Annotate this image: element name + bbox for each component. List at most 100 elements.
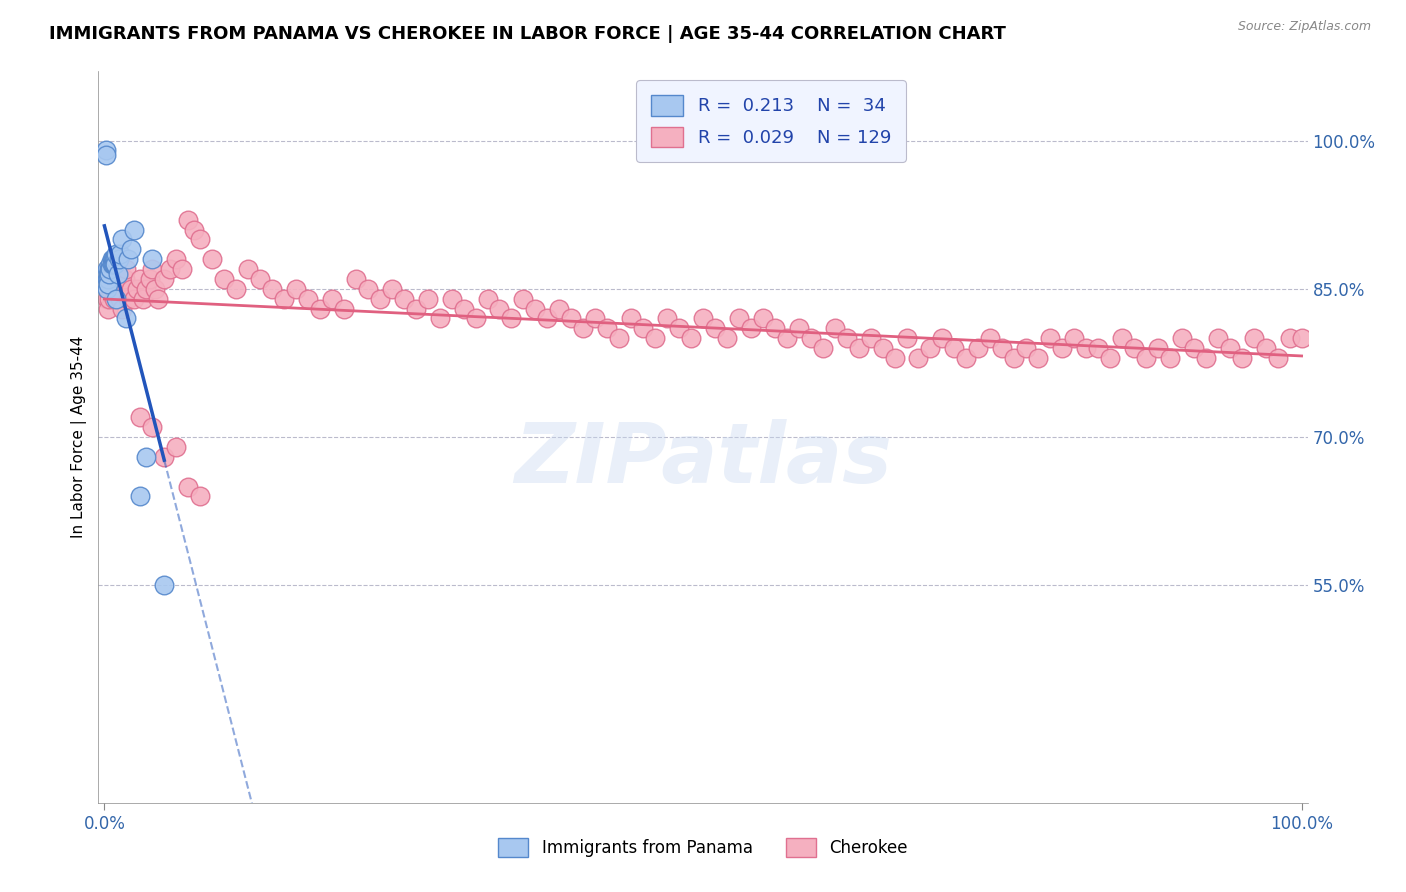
Point <box>139 272 162 286</box>
Point <box>1182 341 1205 355</box>
Point <box>848 341 870 355</box>
Point <box>1206 331 1229 345</box>
Point <box>165 252 187 267</box>
Point <box>692 311 714 326</box>
Point <box>560 311 582 326</box>
Point <box>105 292 128 306</box>
Point <box>148 292 170 306</box>
Point <box>135 450 157 464</box>
Point <box>120 282 142 296</box>
Point <box>124 222 146 236</box>
Point <box>1159 351 1181 365</box>
Point <box>103 292 125 306</box>
Point <box>141 262 163 277</box>
Point <box>1195 351 1218 365</box>
Point <box>477 292 499 306</box>
Point <box>1278 331 1301 345</box>
Point <box>979 331 1001 345</box>
Point <box>101 282 124 296</box>
Point <box>1230 351 1253 365</box>
Point <box>1039 331 1062 345</box>
Point <box>800 331 823 345</box>
Point <box>931 331 953 345</box>
Point <box>129 489 152 503</box>
Point <box>100 262 122 277</box>
Point <box>1074 341 1097 355</box>
Point <box>583 311 606 326</box>
Point <box>225 282 247 296</box>
Point <box>811 341 834 355</box>
Point <box>297 292 319 306</box>
Point <box>1002 351 1025 365</box>
Point <box>153 272 176 286</box>
Point <box>165 440 187 454</box>
Point <box>896 331 918 345</box>
Point <box>101 257 124 271</box>
Point <box>129 410 152 425</box>
Point <box>104 252 127 267</box>
Point <box>607 331 630 345</box>
Point <box>96 272 118 286</box>
Point <box>679 331 702 345</box>
Point <box>572 321 595 335</box>
Point <box>94 144 117 158</box>
Text: Source: ZipAtlas.com: Source: ZipAtlas.com <box>1237 20 1371 33</box>
Point <box>97 301 120 316</box>
Point <box>188 489 211 503</box>
Point <box>183 222 205 236</box>
Point <box>357 282 380 296</box>
Point <box>524 301 547 316</box>
Point <box>1219 341 1241 355</box>
Point <box>132 292 155 306</box>
Point <box>596 321 619 335</box>
Point <box>188 232 211 246</box>
Point <box>236 262 259 277</box>
Point <box>368 292 391 306</box>
Point <box>103 257 125 271</box>
Point <box>100 257 122 271</box>
Point <box>105 247 128 261</box>
Point <box>100 252 122 267</box>
Point <box>108 292 131 306</box>
Point <box>115 262 138 277</box>
Point <box>107 282 129 296</box>
Point <box>98 262 121 277</box>
Point <box>107 252 129 267</box>
Point <box>96 282 118 296</box>
Point <box>115 311 138 326</box>
Point <box>103 252 125 267</box>
Point <box>260 282 283 296</box>
Point <box>1111 331 1133 345</box>
Point <box>117 292 139 306</box>
Point <box>273 292 295 306</box>
Point <box>429 311 451 326</box>
Point <box>143 282 166 296</box>
Point <box>704 321 727 335</box>
Point <box>1026 351 1049 365</box>
Point <box>201 252 224 267</box>
Point <box>120 242 142 256</box>
Point <box>212 272 235 286</box>
Point <box>1254 341 1277 355</box>
Point <box>1123 341 1146 355</box>
Point <box>668 321 690 335</box>
Point <box>344 272 367 286</box>
Point <box>1147 341 1170 355</box>
Point <box>824 321 846 335</box>
Point <box>98 267 121 281</box>
Point <box>728 311 751 326</box>
Point <box>117 252 139 267</box>
Point <box>440 292 463 306</box>
Point <box>381 282 404 296</box>
Point <box>100 257 122 271</box>
Point <box>104 257 127 271</box>
Point <box>1087 341 1109 355</box>
Point <box>135 282 157 296</box>
Point <box>153 578 176 592</box>
Point <box>644 331 666 345</box>
Point <box>835 331 858 345</box>
Point <box>752 311 775 326</box>
Point <box>1015 341 1038 355</box>
Point <box>111 301 134 316</box>
Point <box>101 252 124 267</box>
